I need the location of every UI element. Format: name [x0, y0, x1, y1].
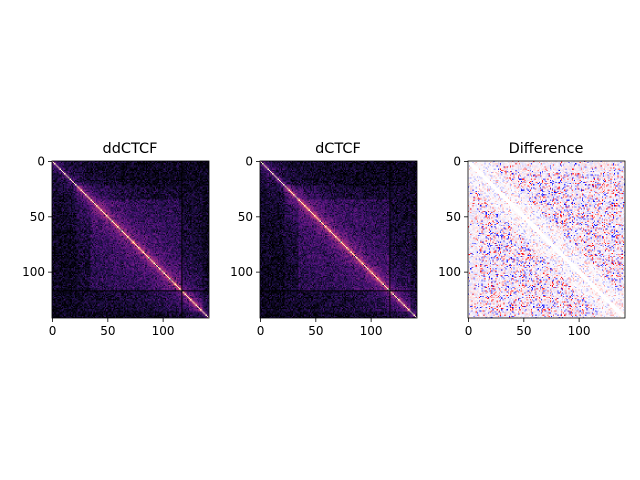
- axes-frame-difference: [467, 160, 626, 319]
- panel-title-dctcf: dCTCF: [315, 141, 361, 157]
- y-tick-label: 50: [30, 210, 45, 224]
- y-tick-label: 100: [438, 265, 461, 279]
- x-tick-label: 50: [308, 324, 323, 338]
- axes-frame-ddctcf: [51, 160, 210, 319]
- y-tick-label: 100: [230, 265, 253, 279]
- axes-frame-dctcf: [259, 160, 418, 319]
- y-tick-label: 0: [37, 155, 45, 169]
- axis-ticks-ddctcf: 0 50 100 0 50 100: [22, 155, 174, 338]
- x-tick-label: 100: [568, 324, 591, 338]
- y-tick-label: 50: [446, 210, 461, 224]
- y-tick-label: 50: [238, 210, 253, 224]
- y-tick-label: 0: [453, 155, 461, 169]
- panel-dctcf: dCTCF 0 50 100 0 50 100: [230, 141, 418, 338]
- y-tick-label: 100: [22, 265, 45, 279]
- boundary-lines-dctcf: [260, 161, 417, 318]
- x-tick-label: 50: [100, 324, 115, 338]
- panel-difference: Difference 0 50 100 0 50 100: [438, 141, 626, 338]
- x-tick-label: 0: [465, 324, 473, 338]
- heatmap-image-difference: [468, 161, 625, 318]
- panel-ddctcf: ddCTCF 0 50 100 0 50 100: [22, 141, 210, 338]
- x-tick-label: 0: [49, 324, 57, 338]
- heatmap-image-ddctcf: [52, 161, 209, 318]
- axis-ticks-dctcf: 0 50 100 0 50 100: [230, 155, 382, 338]
- x-tick-label: 50: [516, 324, 531, 338]
- x-tick-label: 0: [257, 324, 265, 338]
- x-tick-label: 100: [360, 324, 383, 338]
- boundary-lines-ddctcf: [52, 161, 209, 318]
- panel-title-difference: Difference: [509, 141, 584, 157]
- y-tick-label: 0: [245, 155, 253, 169]
- x-tick-label: 100: [152, 324, 175, 338]
- axis-ticks-difference: 0 50 100 0 50 100: [438, 155, 590, 338]
- heatmap-image-dctcf: [260, 161, 417, 318]
- panel-title-ddctcf: ddCTCF: [102, 141, 157, 157]
